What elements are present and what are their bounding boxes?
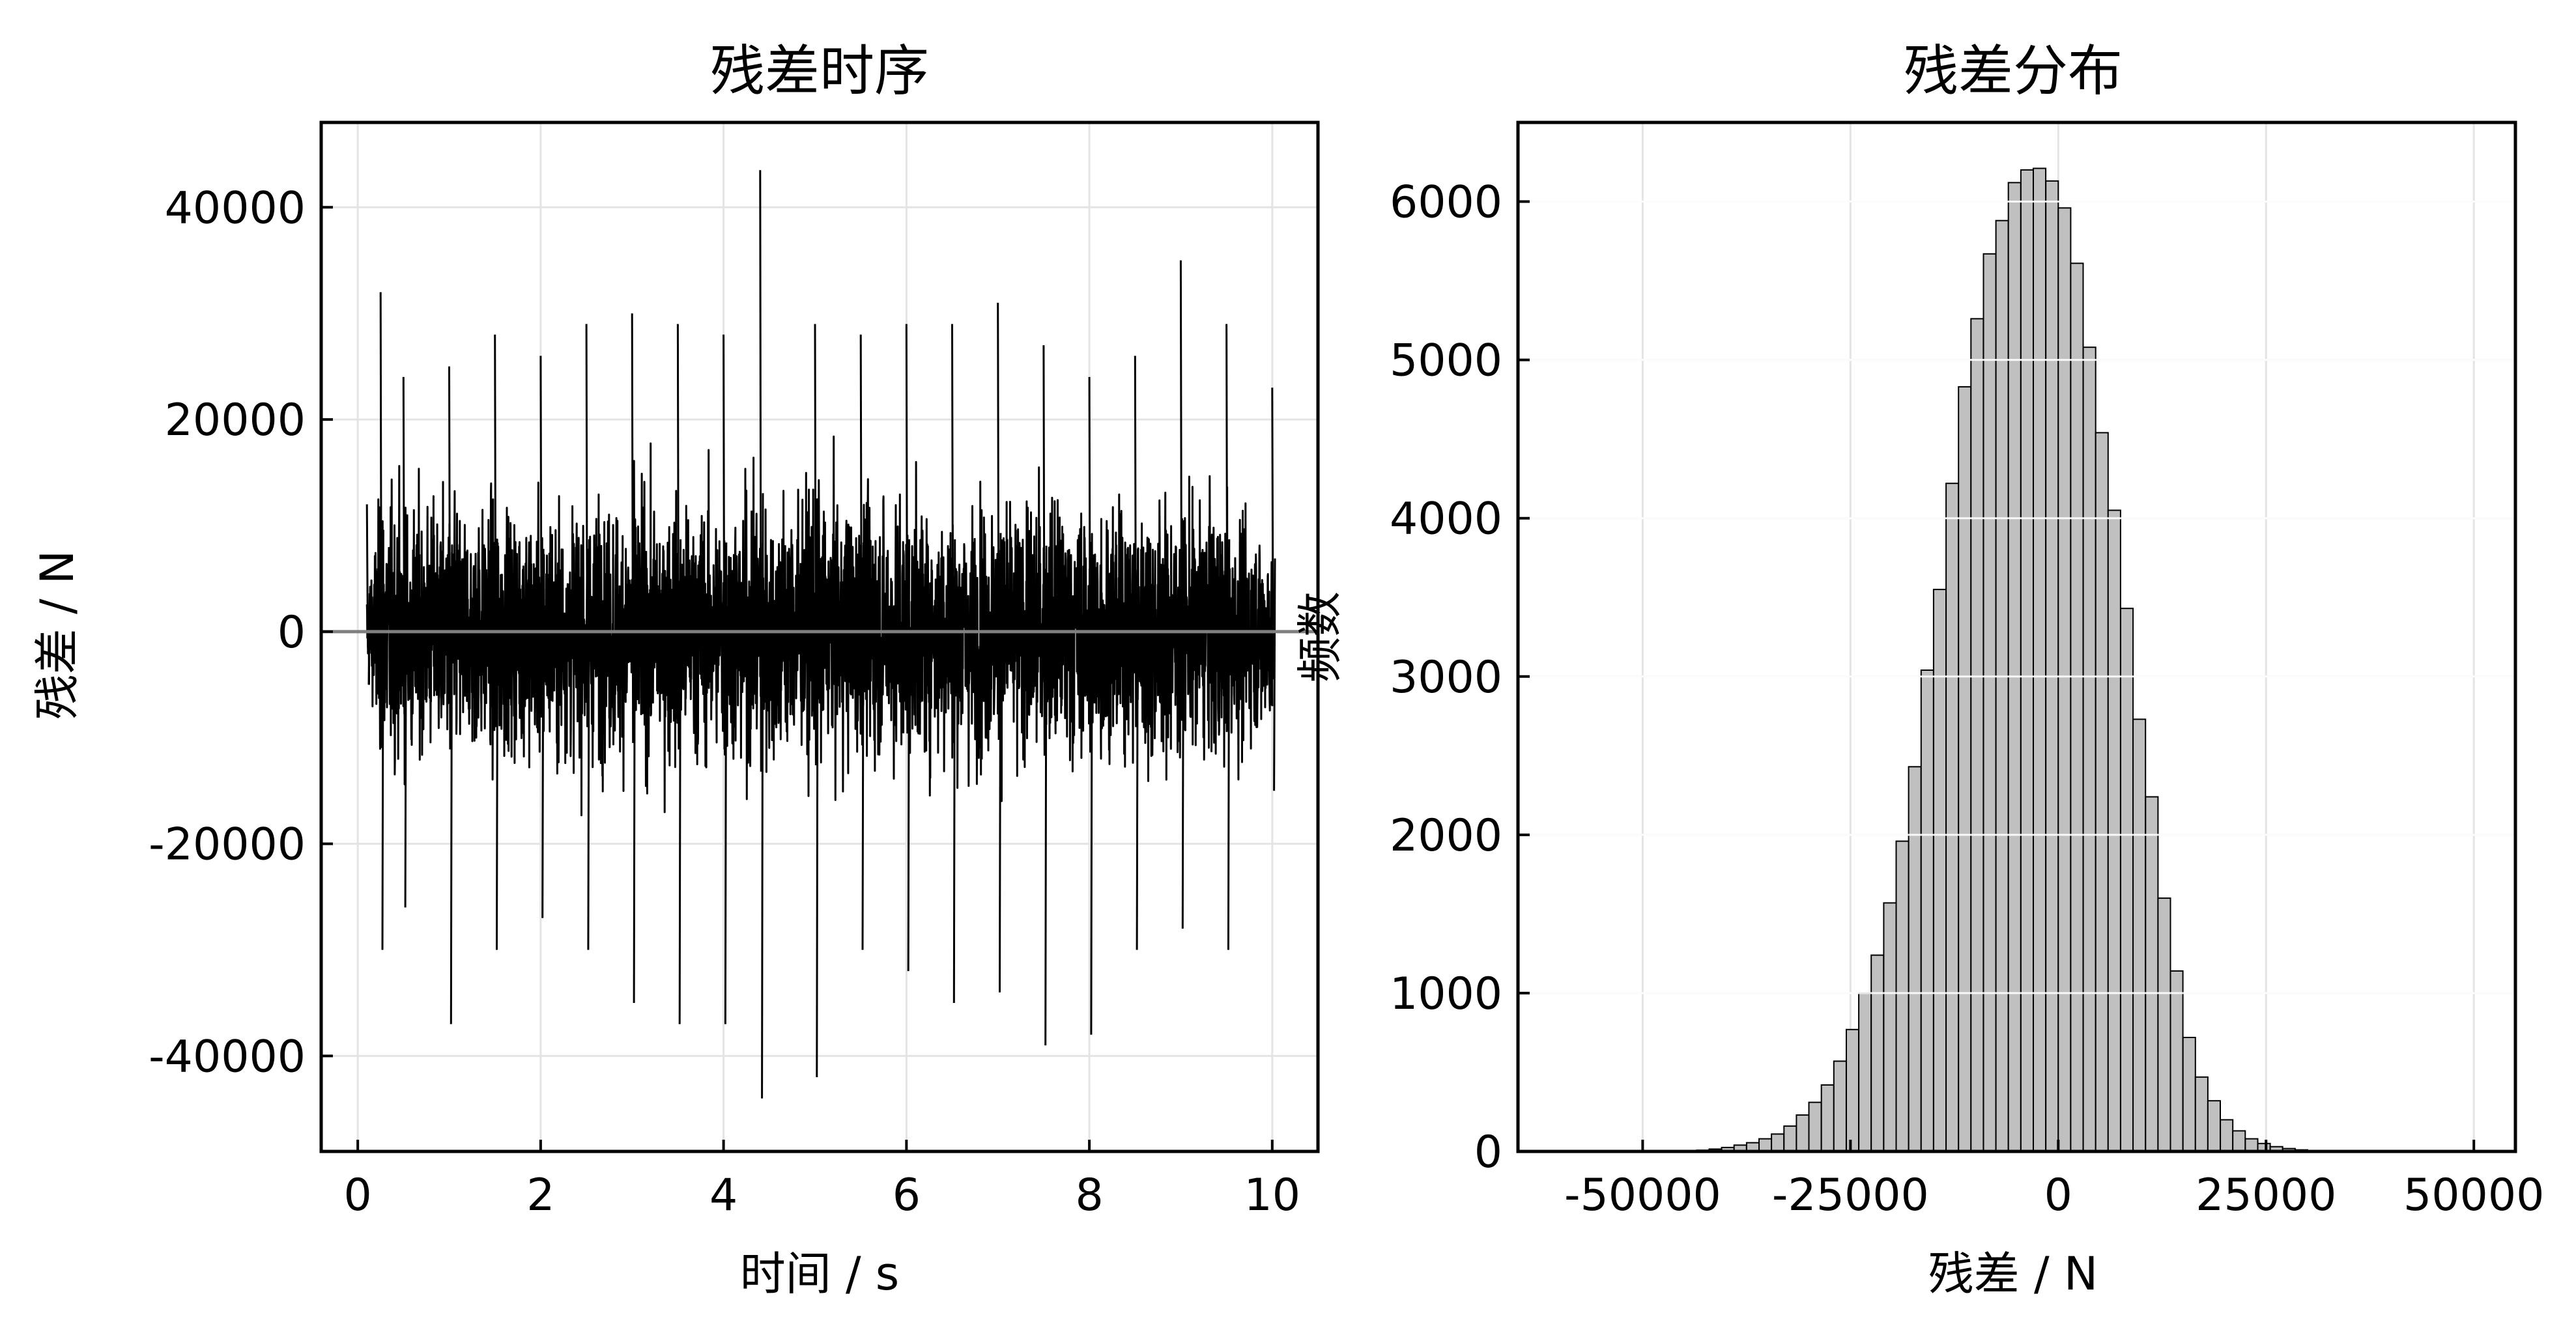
- right-ticks: -50000 -25000 0 25000 50000 0 1000 2000 3000 4000…: [1390, 177, 2544, 1221]
- right-x-tick-label: -50000: [1564, 1170, 1721, 1221]
- right-x-tick-label: 25000: [2196, 1170, 2336, 1221]
- histogram-bar: [2070, 262, 2084, 1152]
- histogram-bar: [1982, 253, 1997, 1152]
- histogram-bar: [2169, 970, 2184, 1153]
- histogram-bar: [2132, 718, 2147, 1152]
- histogram-bar: [2120, 608, 2134, 1152]
- left-axes-frame: [319, 120, 1320, 1153]
- right-axes-frame: [1516, 120, 2517, 1153]
- residual-time-series-panel: 残差时序 时间 / s 残差 / N 0 2 4 6 8 10 40000 20000 0 -20…: [31, 39, 1320, 1301]
- histogram-bar: [1945, 483, 1960, 1153]
- histogram-bar: [2145, 796, 2159, 1152]
- left-x-tick-label: 4: [709, 1170, 737, 1221]
- residual-distribution-panel: 残差分布 残差 / N 频数 -50000 -25000 0 25000 50000 0 1…: [1293, 39, 2544, 1301]
- left-y-tick-label: -40000: [149, 1031, 306, 1082]
- histogram-bar: [2182, 1037, 2196, 1152]
- histogram-bar: [2057, 207, 2072, 1152]
- right-y-tick-label: 3000: [1390, 652, 1502, 703]
- right-x-tick-label: -25000: [1772, 1170, 1929, 1221]
- left-x-tick-label: 6: [893, 1170, 921, 1221]
- right-y-tick-label: 2000: [1390, 810, 1502, 862]
- left-y-tick-label: 40000: [165, 182, 306, 234]
- histogram-bar: [1820, 1084, 1835, 1153]
- histogram-bar: [1758, 1138, 1773, 1152]
- histogram-bar: [1908, 766, 1922, 1153]
- histogram-bar: [1870, 954, 1885, 1152]
- right-grid-over: [1518, 201, 2515, 994]
- left-y-axis-label: 残差 / N: [31, 550, 84, 720]
- left-x-tick-label: 2: [526, 1170, 554, 1221]
- histogram-bar: [2232, 1130, 2246, 1153]
- right-x-tick-label: 0: [2044, 1170, 2072, 1221]
- histogram-bar: [2244, 1138, 2259, 1152]
- histogram-bar: [1771, 1133, 1785, 1153]
- histogram-bar: [2157, 897, 2171, 1152]
- right-y-tick-label: 4000: [1390, 494, 1502, 545]
- right-chart-title: 残差分布: [1904, 39, 2123, 103]
- histogram-bar: [1846, 1028, 1860, 1153]
- histogram-bar: [2107, 509, 2121, 1152]
- left-x-tick-label: 10: [1244, 1170, 1301, 1221]
- histogram-bar: [1970, 318, 1984, 1152]
- residual-line: [365, 170, 1276, 1099]
- histogram-bar: [1920, 670, 1934, 1152]
- histogram-bar: [2045, 180, 2059, 1152]
- histogram-bar: [1932, 589, 1947, 1152]
- left-x-axis-label: 时间 / s: [740, 1247, 900, 1301]
- histogram-bar: [2007, 182, 2022, 1152]
- left-x-tick-label: 0: [344, 1170, 372, 1221]
- histogram-bar: [2082, 346, 2097, 1153]
- histogram-bar: [2207, 1100, 2221, 1152]
- histogram-bar: [1858, 992, 1872, 1153]
- right-y-axis-label: 频数: [1293, 591, 1347, 683]
- histogram-bar: [1808, 1101, 1822, 1152]
- left-y-tick-label: 0: [278, 607, 306, 658]
- left-ticks: 0 2 4 6 8 10 40000 20000 0 -20000 -40000: [149, 182, 1300, 1221]
- histogram-bar: [1783, 1125, 1797, 1152]
- right-x-axis-label: 残差 / N: [1928, 1247, 2098, 1301]
- histogram-bar: [1958, 386, 1972, 1152]
- histogram-bar: [1796, 1114, 1810, 1152]
- histogram-bar: [2194, 1076, 2209, 1153]
- histogram-bar: [1883, 902, 1897, 1153]
- histogram-bars: [1683, 167, 2308, 1153]
- histogram-bar: [2033, 167, 2047, 1152]
- histogram-bar: [1895, 840, 1910, 1152]
- histogram-bar: [2095, 432, 2109, 1152]
- left-x-tick-label: 8: [1075, 1170, 1103, 1221]
- left-y-tick-label: 20000: [165, 395, 306, 446]
- residual-series: [365, 170, 1276, 1099]
- right-y-tick-label: 0: [1474, 1127, 1502, 1178]
- histogram-bar: [1833, 1060, 1847, 1153]
- left-chart-title: 残差时序: [710, 39, 929, 103]
- right-y-tick-label: 1000: [1390, 968, 1502, 1020]
- right-x-tick-label: 50000: [2403, 1170, 2544, 1221]
- left-y-tick-label: -20000: [149, 819, 306, 871]
- histogram-bar: [2220, 1119, 2234, 1153]
- right-y-tick-label: 6000: [1390, 177, 1502, 229]
- histogram-bar: [2020, 169, 2034, 1152]
- right-y-tick-label: 5000: [1390, 335, 1502, 387]
